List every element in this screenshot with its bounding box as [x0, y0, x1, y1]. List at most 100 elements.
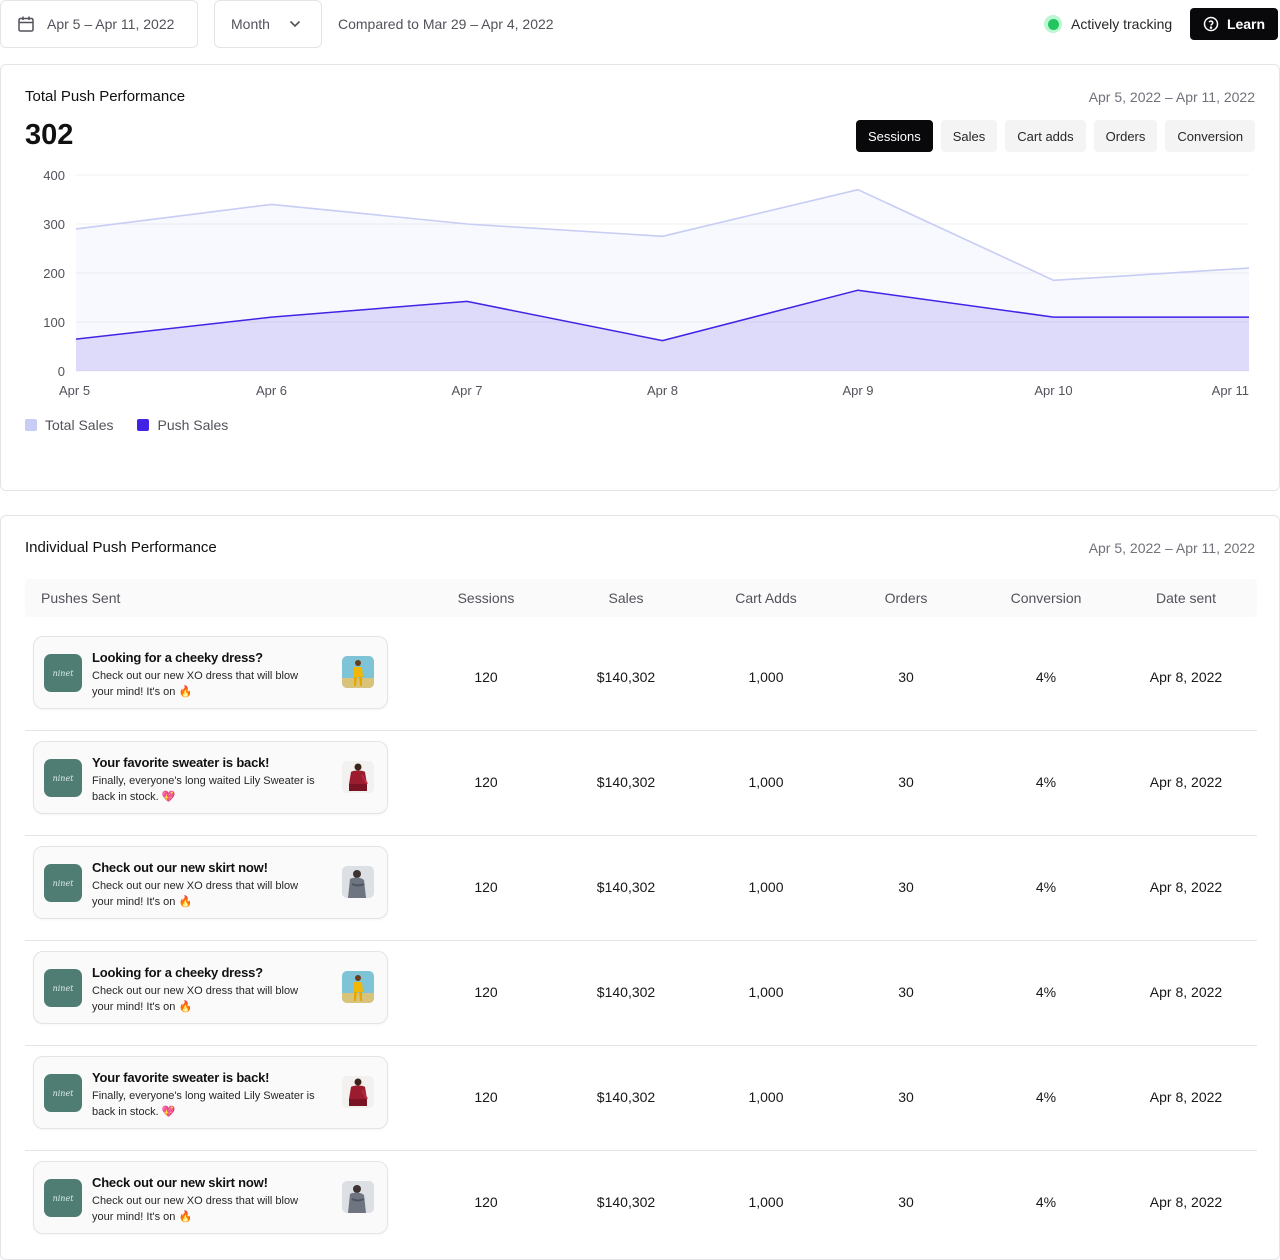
sessions-cell: 120 [474, 669, 498, 685]
table-row[interactable]: ninet Looking for a cheeky dress? Check … [25, 941, 1257, 1046]
conversion-cell: 4% [1035, 1194, 1057, 1210]
y-tick-label: 200 [43, 266, 65, 281]
app-logo-icon: ninet [44, 864, 82, 902]
app-logo-icon: ninet [44, 654, 82, 692]
cart-adds-cell: 1,000 [748, 984, 784, 1000]
cart-adds-cell: 1,000 [748, 879, 784, 895]
tab-sales[interactable]: Sales [940, 120, 998, 152]
app-logo-text: ninet [52, 668, 74, 678]
conversion-cell: 4% [1035, 1089, 1057, 1105]
x-tick-label: Apr 6 [256, 383, 287, 398]
column-header-sessions[interactable]: Sessions [457, 590, 515, 606]
date-sent-cell: Apr 8, 2022 [1149, 984, 1223, 1000]
performance-chart: 0 100 200 300 400 Apr 5 Apr 6 Apr 7 Apr 8 Apr 9 Ap… [43, 168, 1250, 398]
push-body: Finally, everyone's long waited Lily Swe… [92, 1090, 315, 1118]
conversion-cell: 4% [1035, 984, 1057, 1000]
series-line-push-sales [75, 289, 1249, 342]
chart-legend: Total Sales Push Sales [25, 417, 228, 433]
x-tick-label: Apr 10 [1034, 383, 1072, 398]
tab-conversion[interactable]: Conversion [1165, 120, 1256, 152]
orders-cell: 30 [898, 1194, 914, 1210]
column-header-orders[interactable]: Orders [884, 590, 928, 606]
push-title: Looking for a cheeky dress? [92, 650, 263, 665]
y-tick-label: 300 [43, 217, 65, 232]
app-logo-text: ninet [52, 1193, 74, 1203]
table-row[interactable]: ninet Your favorite sweater is back! Fin… [25, 1046, 1257, 1151]
column-header-sales[interactable]: Sales [608, 590, 644, 606]
card-date-range: Apr 5, 2022 – Apr 11, 2022 [1088, 89, 1255, 105]
x-tick-label: Apr 9 [842, 383, 873, 398]
x-tick-label: Apr 7 [451, 383, 482, 398]
product-thumbnail-image [342, 971, 374, 1003]
card-title: Total Push Performance [25, 88, 186, 105]
push-body: Check out our new XO dress that will blo… [92, 985, 299, 1013]
cart-adds-cell: 1,000 [748, 774, 784, 790]
push-title: Looking for a cheeky dress? [92, 965, 263, 980]
push-notification-preview[interactable]: ninet Check out our new skirt now! Check… [33, 846, 388, 919]
conversion-cell: 4% [1035, 879, 1057, 895]
period-select[interactable]: Month [214, 0, 322, 48]
learn-button[interactable]: Learn [1190, 8, 1278, 40]
legend-label: Total Sales [45, 417, 114, 433]
table-row[interactable]: ninet Your favorite sweater is back! Fin… [25, 731, 1257, 836]
total-sessions-value: 302 [25, 119, 74, 151]
x-tick-label: Apr 11 [1212, 383, 1249, 398]
conversion-cell: 4% [1035, 669, 1057, 685]
y-tick-label: 400 [43, 168, 65, 183]
orders-cell: 30 [898, 1089, 914, 1105]
legend-item-total-sales: Total Sales [25, 417, 113, 433]
table-row[interactable]: ninet Check out our new skirt now! Check… [25, 1151, 1257, 1256]
tracking-status-label: Actively tracking [1071, 16, 1173, 32]
help-circle-icon [1203, 16, 1219, 32]
sessions-cell: 120 [474, 1194, 498, 1210]
sales-cell: $140,302 [596, 774, 656, 790]
push-title: Your favorite sweater is back! [92, 755, 270, 770]
product-thumbnail-image [342, 1076, 374, 1108]
legend-swatch [137, 419, 150, 431]
push-notification-preview[interactable]: ninet Looking for a cheeky dress? Check … [33, 636, 388, 709]
push-title: Your favorite sweater is back! [92, 1070, 270, 1085]
column-header-conversion[interactable]: Conversion [1010, 590, 1082, 606]
push-body: Check out our new XO dress that will blo… [92, 1195, 299, 1223]
push-body: Check out our new XO dress that will blo… [92, 880, 299, 908]
push-notification-preview[interactable]: ninet Looking for a cheeky dress? Check … [33, 951, 388, 1024]
sessions-cell: 120 [474, 774, 498, 790]
push-notification-preview[interactable]: ninet Check out our new skirt now! Check… [33, 1161, 388, 1234]
push-notification-preview[interactable]: ninet Your favorite sweater is back! Fin… [33, 741, 388, 814]
column-header-pushes-sent[interactable]: Pushes Sent [41, 590, 121, 606]
column-header-date-sent[interactable]: Date sent [1156, 590, 1216, 606]
tab-cart-adds[interactable]: Cart adds [1005, 120, 1086, 152]
tab-orders[interactable]: Orders [1093, 120, 1158, 152]
column-header-cart-adds[interactable]: Cart Adds [735, 590, 797, 606]
push-title: Check out our new skirt now! [92, 1175, 268, 1190]
period-label: Month [231, 16, 270, 32]
card-date-range: Apr 5, 2022 – Apr 11, 2022 [1088, 540, 1255, 556]
date-sent-cell: Apr 8, 2022 [1149, 879, 1223, 895]
push-body: Finally, everyone's long waited Lily Swe… [92, 775, 315, 803]
date-range-picker[interactable]: Apr 5 – Apr 11, 2022 [0, 0, 198, 48]
legend-swatch [25, 419, 37, 431]
total-push-performance-card: Total Push Performance Apr 5, 2022 – Apr… [0, 64, 1280, 491]
product-thumbnail-image [342, 866, 374, 898]
cart-adds-cell: 1,000 [748, 1194, 784, 1210]
table-row[interactable]: ninet Looking for a cheeky dress? Check … [25, 626, 1257, 731]
sales-cell: $140,302 [596, 669, 656, 685]
product-thumbnail-image [342, 761, 374, 793]
conversion-cell: 4% [1035, 774, 1057, 790]
date-range-label: Apr 5 – Apr 11, 2022 [47, 16, 175, 32]
product-thumbnail-image [342, 1181, 374, 1213]
tracking-status: Actively tracking [1044, 15, 1172, 33]
app-logo-text: ninet [52, 878, 74, 888]
tab-sessions[interactable]: Sessions [856, 120, 933, 152]
cart-adds-cell: 1,000 [748, 1089, 784, 1105]
orders-cell: 30 [898, 984, 914, 1000]
legend-label: Push Sales [157, 417, 229, 433]
table-row[interactable]: ninet Check out our new skirt now! Check… [25, 836, 1257, 941]
sales-cell: $140,302 [596, 879, 656, 895]
cart-adds-cell: 1,000 [748, 669, 784, 685]
push-notification-preview[interactable]: ninet Your favorite sweater is back! Fin… [33, 1056, 388, 1129]
status-dot-icon [1044, 15, 1062, 33]
table-header: Pushes Sent Sessions Sales Cart Adds Orders C… [25, 579, 1257, 617]
legend-item-push-sales: Push Sales [137, 417, 228, 433]
date-sent-cell: Apr 8, 2022 [1149, 669, 1223, 685]
